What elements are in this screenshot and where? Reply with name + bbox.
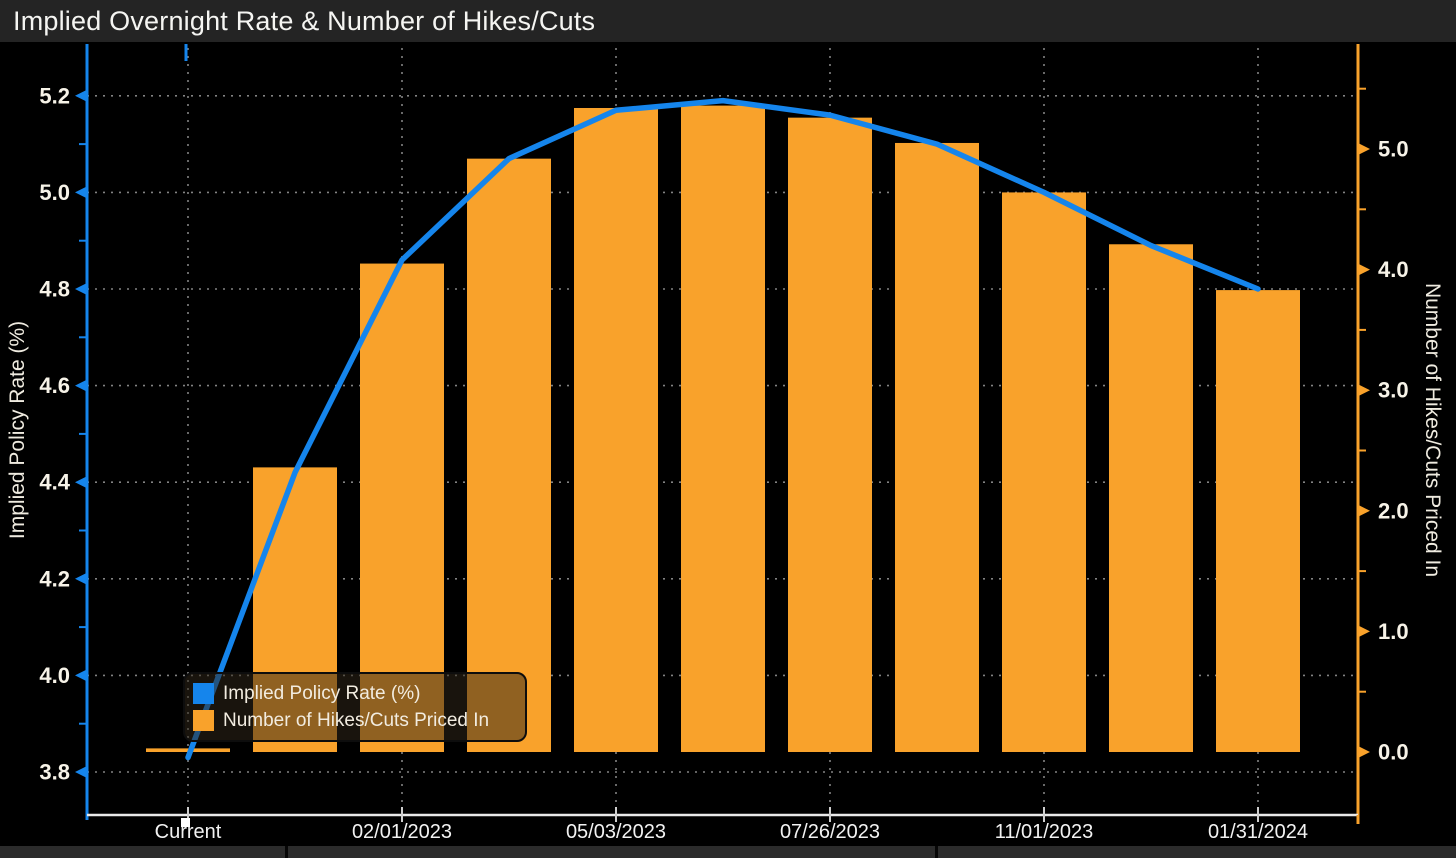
x-axis-label: 01/31/2024 xyxy=(1208,821,1308,843)
policy-rate-line xyxy=(185,97,1261,761)
right-axis-tick-arrow xyxy=(1357,383,1370,397)
chart-title-bar: Implied Overnight Rate & Number of Hikes… xyxy=(0,0,1456,42)
left-axis-title: Implied Policy Rate (%) xyxy=(6,321,29,539)
right-axis-tick-arrow xyxy=(1357,624,1370,638)
hikes-bar xyxy=(1216,290,1300,752)
left-axis-tick-label: 4.6 xyxy=(39,373,70,398)
left-axis-tick-arrow xyxy=(75,89,88,103)
legend-swatch-orange xyxy=(193,710,214,731)
panel-divider xyxy=(935,846,938,858)
right-axis-tick-label: 5.0 xyxy=(1378,137,1409,162)
right-axis-tick-label: 1.0 xyxy=(1378,619,1409,644)
left-axis-tick-label: 4.4 xyxy=(39,470,70,495)
x-axis-label: Current xyxy=(155,821,222,843)
right-axis-tick-arrow xyxy=(1357,504,1370,518)
right-axis-tick-label: 4.0 xyxy=(1378,257,1409,282)
panel-divider xyxy=(285,846,288,858)
left-axis-tick-label: 4.8 xyxy=(39,277,70,302)
legend-label-policy-rate: Implied Policy Rate (%) xyxy=(223,682,421,704)
x-axis-label: 05/03/2023 xyxy=(566,821,666,843)
legend-item-policy-rate: Implied Policy Rate (%) xyxy=(193,681,517,707)
hikes-bar xyxy=(1109,244,1193,753)
right-axis-tick-arrow xyxy=(1357,263,1370,277)
right-axis-title: Number of Hikes/Cuts Priced In xyxy=(1421,283,1444,577)
current-marker-square xyxy=(181,818,190,827)
hikes-bar xyxy=(1002,192,1086,752)
bottom-panel-strip xyxy=(0,846,1456,858)
hikes-bar xyxy=(895,142,979,753)
hikes-bar xyxy=(574,107,658,753)
right-axis-tick-label: 0.0 xyxy=(1378,740,1409,765)
left-axis-tick-label: 5.0 xyxy=(39,180,70,205)
x-axis-label: 11/01/2023 xyxy=(995,821,1094,843)
legend-label-hikes-cuts: Number of Hikes/Cuts Priced In xyxy=(223,709,490,731)
x-axis-label: 02/01/2023 xyxy=(352,821,452,843)
left-axis-tick-arrow xyxy=(75,282,88,296)
left-axis-tick-label: 4.0 xyxy=(39,663,70,688)
right-axis-tick-arrow xyxy=(1357,745,1370,759)
chart-legend[interactable]: Implied Policy Rate (%) Number of Hikes/… xyxy=(183,672,527,742)
chart-title: Implied Overnight Rate & Number of Hikes… xyxy=(13,5,596,36)
hikes-bar xyxy=(681,105,765,753)
right-axis-tick-arrow xyxy=(1357,142,1370,156)
left-axis-tick-label: 4.2 xyxy=(39,566,70,591)
right-axis-tick-label: 3.0 xyxy=(1378,378,1409,403)
left-axis-tick-arrow xyxy=(75,185,88,199)
left-axis-tick-arrow xyxy=(75,379,88,393)
left-axis-tick-arrow xyxy=(75,572,88,586)
hikes-bar xyxy=(360,263,444,752)
left-axis-tick-arrow xyxy=(75,668,88,682)
hikes-bar xyxy=(467,158,551,752)
x-axis-label: 07/26/2023 xyxy=(780,821,880,843)
left-axis-tick-arrow xyxy=(75,475,88,489)
left-axis-tick-arrow xyxy=(75,765,88,779)
legend-item-hikes-cuts: Number of Hikes/Cuts Priced In xyxy=(193,708,517,734)
left-axis-tick-label: 3.8 xyxy=(39,760,70,785)
hikes-bar xyxy=(788,117,872,753)
left-axis-tick-label: 5.2 xyxy=(39,83,70,108)
right-axis-tick-label: 2.0 xyxy=(1378,498,1409,523)
legend-swatch-blue xyxy=(193,683,214,704)
